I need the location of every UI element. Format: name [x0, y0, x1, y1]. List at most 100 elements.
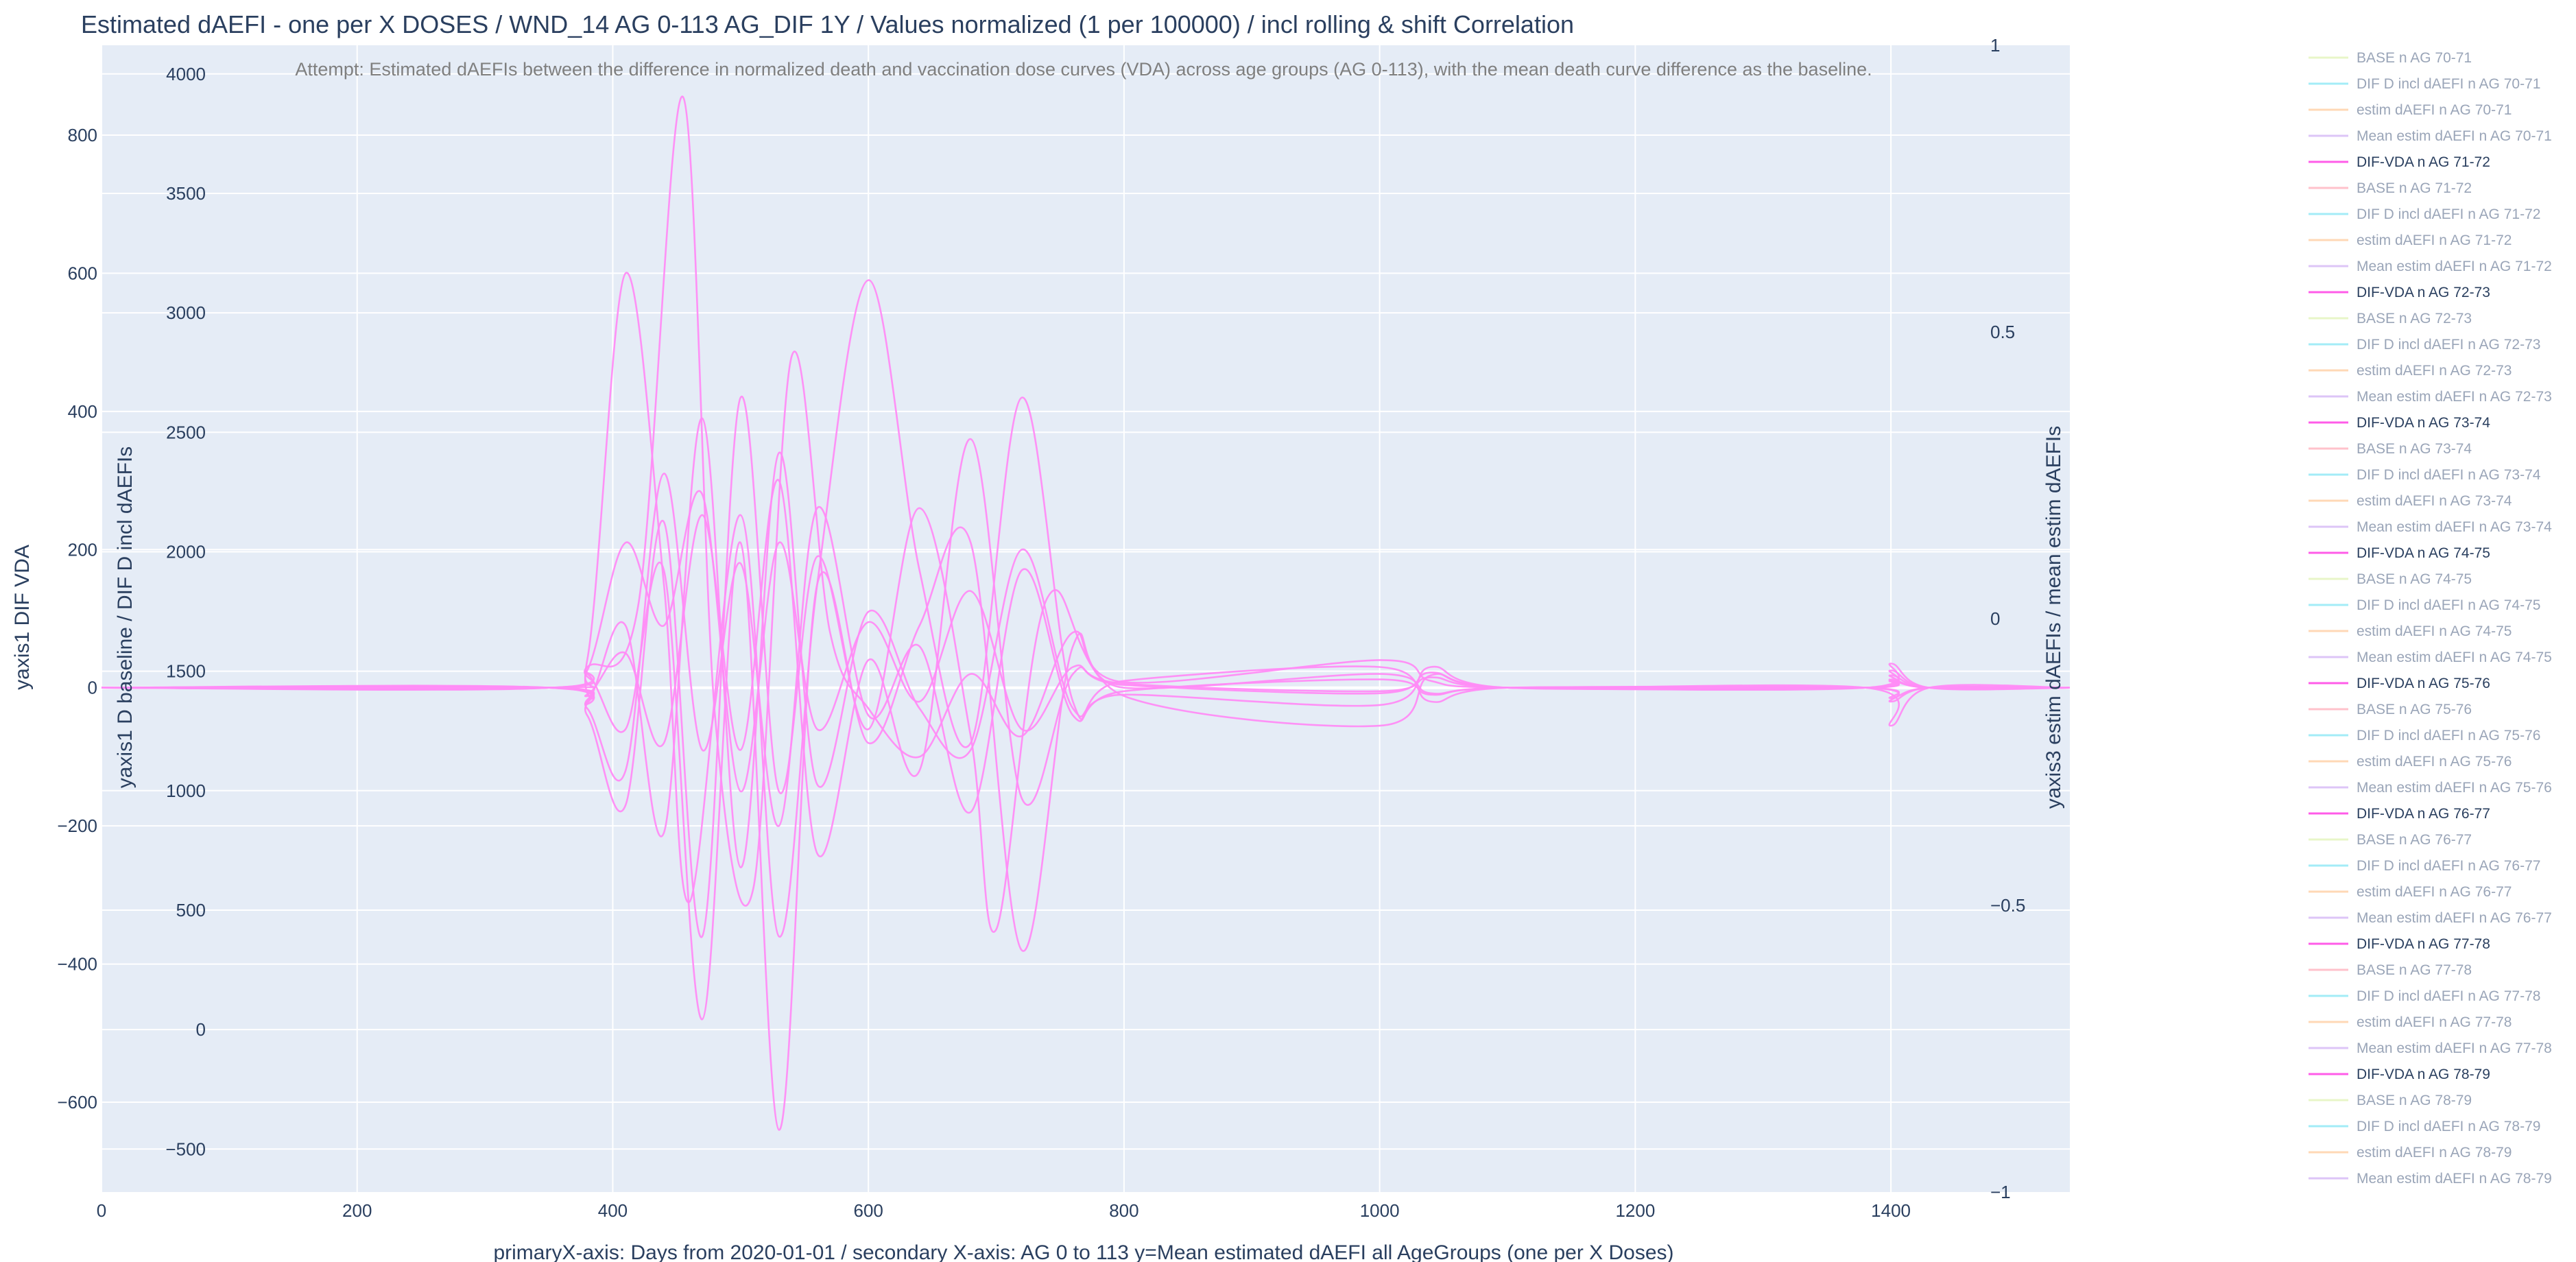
legend-label: Mean estim dAEFI n AG 78-79	[2357, 1171, 2552, 1187]
legend-item[interactable]: estim dAEFI n AG 75-76	[2309, 754, 2512, 770]
legend-item[interactable]: DIF-VDA n AG 73-74	[2309, 415, 2490, 431]
legend-item[interactable]: DIF D incl dAEFI n AG 73-74	[2309, 467, 2541, 483]
legend-item[interactable]: DIF D incl dAEFI n AG 74-75	[2309, 597, 2540, 613]
y2-tick-label: 2500	[166, 422, 206, 442]
legend-label: Mean estim dAEFI n AG 73-74	[2357, 519, 2552, 535]
legend-item[interactable]: BASE n AG 75-76	[2309, 702, 2472, 717]
legend-item[interactable]: estim dAEFI n AG 78-79	[2309, 1145, 2512, 1160]
legend-item[interactable]: Mean estim dAEFI n AG 75-76	[2309, 780, 2552, 796]
legend-label: Mean estim dAEFI n AG 70-71	[2357, 128, 2552, 144]
legend-item[interactable]: BASE n AG 77-78	[2309, 962, 2472, 978]
legend-item[interactable]: BASE n AG 78-79	[2309, 1093, 2472, 1108]
legend-label: estim dAEFI n AG 78-79	[2357, 1145, 2512, 1160]
legend-item[interactable]: BASE n AG 72-73	[2309, 311, 2472, 326]
legend-label: DIF-VDA n AG 78-79	[2357, 1067, 2490, 1082]
legend-label: BASE n AG 78-79	[2357, 1093, 2472, 1108]
legend-item[interactable]: DIF-VDA n AG 77-78	[2309, 936, 2490, 952]
x-tick-label: 600	[853, 1200, 883, 1221]
legend-label: Mean estim dAEFI n AG 75-76	[2357, 780, 2552, 796]
legend-label: estim dAEFI n AG 70-71	[2357, 102, 2512, 118]
tick-labels: 0 200 400 600 800 1000 1200 1400−600−400−200020…	[57, 35, 2025, 1221]
legend-label: estim dAEFI n AG 77-78	[2357, 1014, 2512, 1030]
legend-item[interactable]: Mean estim dAEFI n AG 70-71	[2309, 128, 2552, 144]
legend-label: BASE n AG 71-72	[2357, 180, 2472, 196]
y3-tick-label: −1	[1990, 1182, 2011, 1202]
legend-label: DIF D incl dAEFI n AG 70-71	[2357, 76, 2540, 92]
y3-tick-label: 1	[1990, 35, 2000, 56]
y1-tick-label: 800	[68, 125, 97, 145]
y2-tick-label: 2000	[166, 541, 206, 562]
legend-label: BASE n AG 70-71	[2357, 50, 2472, 66]
legend-label: BASE n AG 72-73	[2357, 311, 2472, 326]
legend-label: estim dAEFI n AG 76-77	[2357, 884, 2512, 900]
y3-tick-label: −0.5	[1990, 895, 2025, 916]
legend-item[interactable]: BASE n AG 71-72	[2309, 180, 2472, 196]
legend-label: BASE n AG 73-74	[2357, 441, 2472, 457]
legend-item[interactable]: DIF-VDA n AG 76-77	[2309, 806, 2490, 822]
legend-item[interactable]: Mean estim dAEFI n AG 77-78	[2309, 1040, 2552, 1056]
y1-tick-label: 200	[68, 539, 97, 560]
legend-label: DIF D incl dAEFI n AG 71-72	[2357, 206, 2540, 222]
y1-tick-label: 0	[88, 678, 97, 698]
y3-axis-title: yaxis3 estim dAEFIs / mean estim dAEFIs	[2042, 426, 2065, 809]
legend-item[interactable]: DIF D incl dAEFI n AG 77-78	[2309, 988, 2540, 1004]
legend-label: DIF D incl dAEFI n AG 75-76	[2357, 728, 2540, 743]
y1-tick-label: −600	[57, 1092, 97, 1112]
legend-item[interactable]: Mean estim dAEFI n AG 76-77	[2309, 910, 2552, 926]
legend-label: DIF-VDA n AG 74-75	[2357, 545, 2490, 561]
y2-tick-label: 500	[176, 900, 206, 920]
y3-tick-label: 0.5	[1990, 322, 2015, 342]
y2-tick-label: 4000	[166, 64, 206, 84]
legend-item[interactable]: BASE n AG 73-74	[2309, 441, 2472, 457]
legend-item[interactable]: DIF D incl dAEFI n AG 72-73	[2309, 337, 2540, 353]
x-tick-label: 200	[342, 1200, 372, 1221]
legend-item[interactable]: estim dAEFI n AG 72-73	[2309, 363, 2512, 379]
y2-tick-label: −500	[165, 1139, 206, 1159]
legend-item[interactable]: BASE n AG 76-77	[2309, 832, 2472, 848]
legend-label: estim dAEFI n AG 72-73	[2357, 363, 2512, 379]
x-axis-title: primaryX-axis: Days from 2020-01-01 / se…	[493, 1241, 1673, 1262]
legend-item[interactable]: estim dAEFI n AG 70-71	[2309, 102, 2512, 118]
legend-item[interactable]: DIF D incl dAEFI n AG 75-76	[2309, 728, 2540, 743]
legend-label: estim dAEFI n AG 74-75	[2357, 623, 2512, 639]
legend-item[interactable]: DIF D incl dAEFI n AG 71-72	[2309, 206, 2540, 222]
x-tick-label: 0	[97, 1200, 106, 1221]
legend-item[interactable]: Mean estim dAEFI n AG 78-79	[2309, 1171, 2552, 1187]
legend-item[interactable]: DIF-VDA n AG 71-72	[2309, 154, 2490, 170]
legend-item[interactable]: DIF-VDA n AG 78-79	[2309, 1067, 2490, 1082]
legend-item[interactable]: estim dAEFI n AG 73-74	[2309, 493, 2512, 509]
legend-label: Mean estim dAEFI n AG 72-73	[2357, 389, 2552, 405]
x-tick-label: 1400	[1871, 1200, 1911, 1221]
legend-item[interactable]: DIF D incl dAEFI n AG 70-71	[2309, 76, 2540, 92]
legend-item[interactable]: BASE n AG 70-71	[2309, 50, 2472, 66]
plot-area[interactable]	[102, 45, 2070, 1192]
y1-tick-label: 400	[68, 401, 97, 422]
y2-axis-title: yaxis1 D baseline / DIF D incl dAEFIs	[114, 447, 136, 789]
legend-item[interactable]: Mean estim dAEFI n AG 73-74	[2309, 519, 2552, 535]
legend-item[interactable]: estim dAEFI n AG 76-77	[2309, 884, 2512, 900]
legend-item[interactable]: DIF D incl dAEFI n AG 78-79	[2309, 1119, 2540, 1134]
legend-item[interactable]: Mean estim dAEFI n AG 74-75	[2309, 650, 2552, 665]
y2-tick-label: 3000	[166, 302, 206, 323]
legend-item[interactable]: Mean estim dAEFI n AG 72-73	[2309, 389, 2552, 405]
y2-tick-label: 3500	[166, 183, 206, 204]
legend-item[interactable]: estim dAEFI n AG 77-78	[2309, 1014, 2512, 1030]
y1-tick-label: 600	[68, 263, 97, 283]
legend-label: DIF-VDA n AG 71-72	[2357, 154, 2490, 170]
legend-item[interactable]: DIF-VDA n AG 72-73	[2309, 285, 2490, 300]
legend-label: BASE n AG 76-77	[2357, 832, 2472, 848]
legend-item[interactable]: DIF D incl dAEFI n AG 76-77	[2309, 858, 2540, 874]
legend-item[interactable]: estim dAEFI n AG 71-72	[2309, 233, 2512, 248]
legend-item[interactable]: estim dAEFI n AG 74-75	[2309, 623, 2512, 639]
legend-label: Mean estim dAEFI n AG 74-75	[2357, 650, 2552, 665]
y2-tick-label: 1000	[166, 781, 206, 801]
legend-item[interactable]: DIF-VDA n AG 75-76	[2309, 676, 2490, 691]
legend-label: BASE n AG 77-78	[2357, 962, 2472, 978]
legend-item[interactable]: BASE n AG 74-75	[2309, 571, 2472, 587]
legend-label: DIF-VDA n AG 72-73	[2357, 285, 2490, 300]
legend-item[interactable]: DIF-VDA n AG 74-75	[2309, 545, 2490, 561]
legend: BASE n AG 70-71 DIF D incl dAEFI n AG 70-…	[2309, 50, 2552, 1187]
series-layer	[101, 95, 2071, 1131]
legend-item[interactable]: Mean estim dAEFI n AG 71-72	[2309, 259, 2552, 274]
